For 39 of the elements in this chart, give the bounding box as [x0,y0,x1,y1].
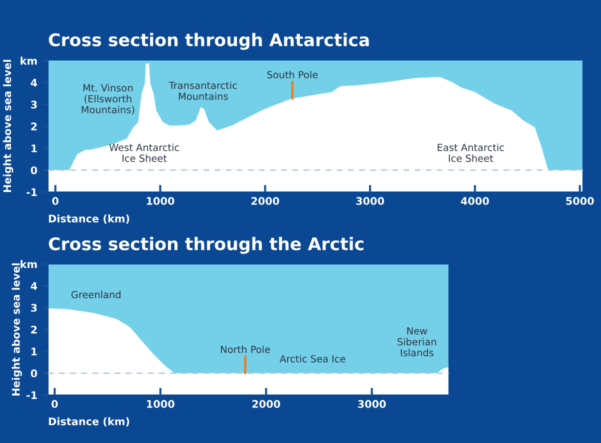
annotation: East Antarctic Ice Sheet [438,144,504,162]
y-axis-title: Height above sea level [12,263,22,396]
annotation: Arctic Sea Ice [280,354,346,362]
y-tick-label: 0 [30,166,38,174]
x-axis-title: Distance (km) [48,417,130,427]
y-tick-label: 1 [32,144,37,152]
x-tick-label: 4000 [460,197,489,205]
y-tick-label: 3 [31,100,37,109]
ref-line-label: North Pole [221,346,270,354]
annotation: Mt. Vinson (Ellsworth Mountains) [82,84,134,114]
y-axis-title: Height above sea level [3,60,14,192]
y-tick-label: 1 [32,348,37,356]
annotation: New Siberian Islands [398,327,436,356]
y-tick-label: 3 [31,304,37,312]
y-tick-label: 2 [31,326,37,334]
chart-title: Cross section through Antarctica [48,32,369,50]
y-tick-label: -1 [26,188,37,196]
y-tick-label: 4 [30,282,38,290]
y-tick-label: 2 [31,122,37,130]
x-tick-label: 0 [52,400,58,408]
y-tick-label: 0 [30,369,38,378]
x-tick-label: 2000 [251,197,280,205]
x-axis-title: Distance (km) [48,214,130,224]
x-tick-label: 5000 [566,197,594,205]
x-tick-label: 2000 [252,400,280,408]
x-tick-label: 3000 [358,400,386,408]
chart-title: Cross section through the Arctic [48,236,364,254]
y-tick-label: km [20,56,37,65]
x-tick-label: 1000 [147,400,174,408]
y-tick-label: 4 [30,78,38,87]
x-tick-label: 1000 [146,197,174,205]
y-tick-label: km [20,260,37,268]
ref-line-label: South Pole [267,70,318,78]
x-tick-label: 0 [52,197,58,205]
annotation: Transantarctic Mountains [168,82,237,100]
y-tick-label: -1 [26,391,37,399]
annotation: Greenland [71,290,120,298]
annotation: West Antarctic Ice Sheet [109,144,179,162]
x-tick-label: 3000 [356,197,384,205]
